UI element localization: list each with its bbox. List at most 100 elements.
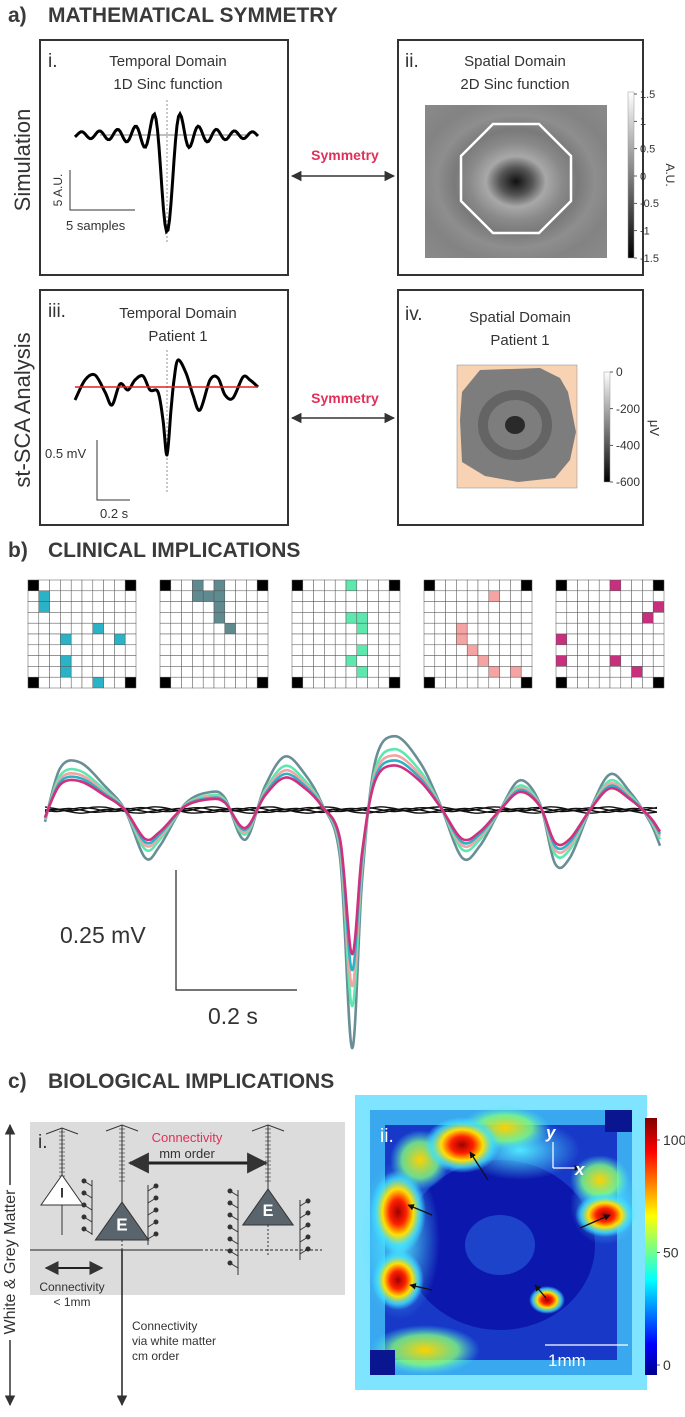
electrode — [477, 676, 490, 689]
electrode — [356, 622, 368, 635]
electrode — [235, 622, 247, 635]
electrode — [114, 612, 126, 624]
electrode — [213, 676, 226, 689]
electrode — [114, 579, 126, 592]
electrode — [609, 633, 622, 646]
electrode — [38, 666, 50, 678]
electrode — [202, 633, 215, 646]
electrode — [466, 666, 479, 678]
electrode — [566, 676, 578, 689]
electrode — [192, 622, 204, 635]
electrode-outline — [459, 122, 573, 235]
electrode — [324, 579, 336, 592]
electrode — [235, 612, 247, 624]
electrode — [345, 655, 358, 667]
electrode — [388, 666, 401, 678]
electrode — [566, 633, 578, 646]
electrode — [192, 644, 204, 656]
electrode — [246, 644, 258, 656]
electrode — [356, 644, 368, 656]
heatmap-blob — [370, 1170, 426, 1254]
electrode — [38, 612, 50, 624]
electrode — [345, 644, 358, 656]
electrode — [456, 644, 468, 656]
electrode — [291, 612, 304, 624]
electrode — [224, 666, 236, 678]
electrode — [367, 590, 379, 602]
electrode — [313, 676, 325, 689]
electrode — [27, 655, 40, 667]
electrode — [334, 579, 347, 592]
electrode — [499, 622, 511, 635]
reference-electrode — [423, 579, 436, 592]
electrode — [334, 676, 347, 689]
electrode — [302, 579, 314, 592]
synapse — [81, 1226, 87, 1232]
electrode — [652, 655, 665, 667]
electrode — [345, 633, 358, 646]
electrode — [577, 633, 589, 646]
electrode — [60, 612, 72, 624]
electrode — [588, 676, 600, 689]
electrode — [356, 655, 368, 667]
electrode — [224, 601, 236, 613]
reference-electrode — [555, 579, 568, 592]
electrode — [631, 579, 643, 592]
electrode — [499, 612, 511, 624]
electrode — [620, 622, 632, 635]
electrode — [291, 590, 304, 602]
electrode — [291, 644, 304, 656]
electrode — [170, 601, 182, 613]
electrode — [555, 666, 568, 678]
electrode — [631, 655, 643, 667]
electrode — [170, 644, 182, 656]
synapse — [81, 1214, 87, 1220]
electrode — [620, 612, 632, 624]
electrode — [49, 655, 61, 667]
heatmap-blob — [372, 1250, 424, 1310]
panel-title: 1D Sinc function — [113, 76, 222, 93]
electrode — [103, 633, 115, 646]
synapse — [227, 1260, 233, 1266]
electrode — [49, 601, 61, 613]
electrode — [124, 612, 137, 624]
electrode — [456, 655, 468, 667]
electrode — [499, 666, 511, 678]
panel-title: Patient 1 — [490, 332, 549, 349]
reference-electrode — [27, 579, 40, 592]
electrode — [334, 666, 347, 678]
electrode — [324, 676, 336, 689]
electrode — [38, 655, 50, 667]
patient-map-center — [505, 416, 525, 434]
electrode — [555, 612, 568, 624]
electrode — [81, 655, 94, 667]
electrode — [555, 644, 568, 656]
electrode — [378, 655, 390, 667]
electrode — [246, 612, 258, 624]
electrode — [609, 612, 622, 624]
electrode — [324, 590, 336, 602]
electrode — [466, 612, 479, 624]
section-title: CLINICAL IMPLICATIONS — [48, 539, 300, 562]
electrode — [81, 622, 94, 635]
synapse — [153, 1183, 159, 1189]
electrode — [609, 655, 622, 667]
electrode — [302, 666, 314, 678]
electrode — [566, 590, 578, 602]
electrode — [423, 633, 436, 646]
electrode — [367, 579, 379, 592]
symmetry-label: Symmetry — [311, 390, 379, 406]
panel-title: Temporal Domain — [119, 305, 237, 322]
electrode — [324, 655, 336, 667]
electrode — [555, 633, 568, 646]
electrode — [345, 601, 358, 613]
electrode — [434, 655, 446, 667]
electrode — [588, 644, 600, 656]
electrode — [620, 590, 632, 602]
electrode — [114, 655, 126, 667]
electrode — [456, 590, 468, 602]
electrode — [598, 612, 611, 624]
electrode — [202, 676, 215, 689]
electrode — [81, 676, 94, 689]
